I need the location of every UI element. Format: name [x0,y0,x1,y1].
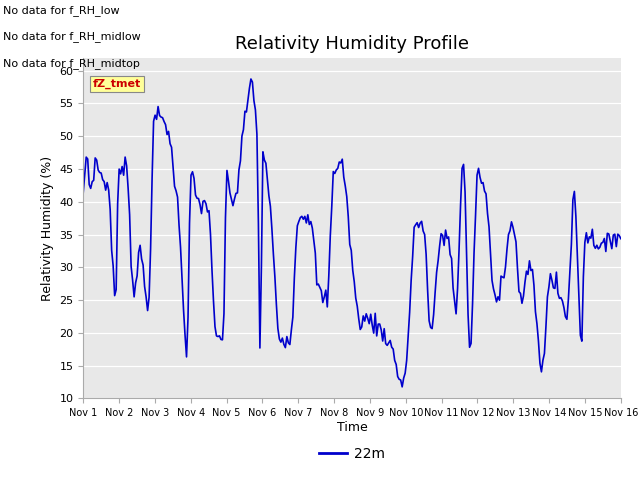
Legend: 22m: 22m [314,441,390,467]
Text: No data for f_RH_midtop: No data for f_RH_midtop [3,58,140,69]
Text: No data for f_RH_low: No data for f_RH_low [3,5,120,16]
Y-axis label: Relativity Humidity (%): Relativity Humidity (%) [41,156,54,300]
Text: fZ_tmet: fZ_tmet [93,79,141,89]
Title: Relativity Humidity Profile: Relativity Humidity Profile [235,35,469,53]
X-axis label: Time: Time [337,421,367,434]
Text: No data for f_RH_midlow: No data for f_RH_midlow [3,31,141,42]
